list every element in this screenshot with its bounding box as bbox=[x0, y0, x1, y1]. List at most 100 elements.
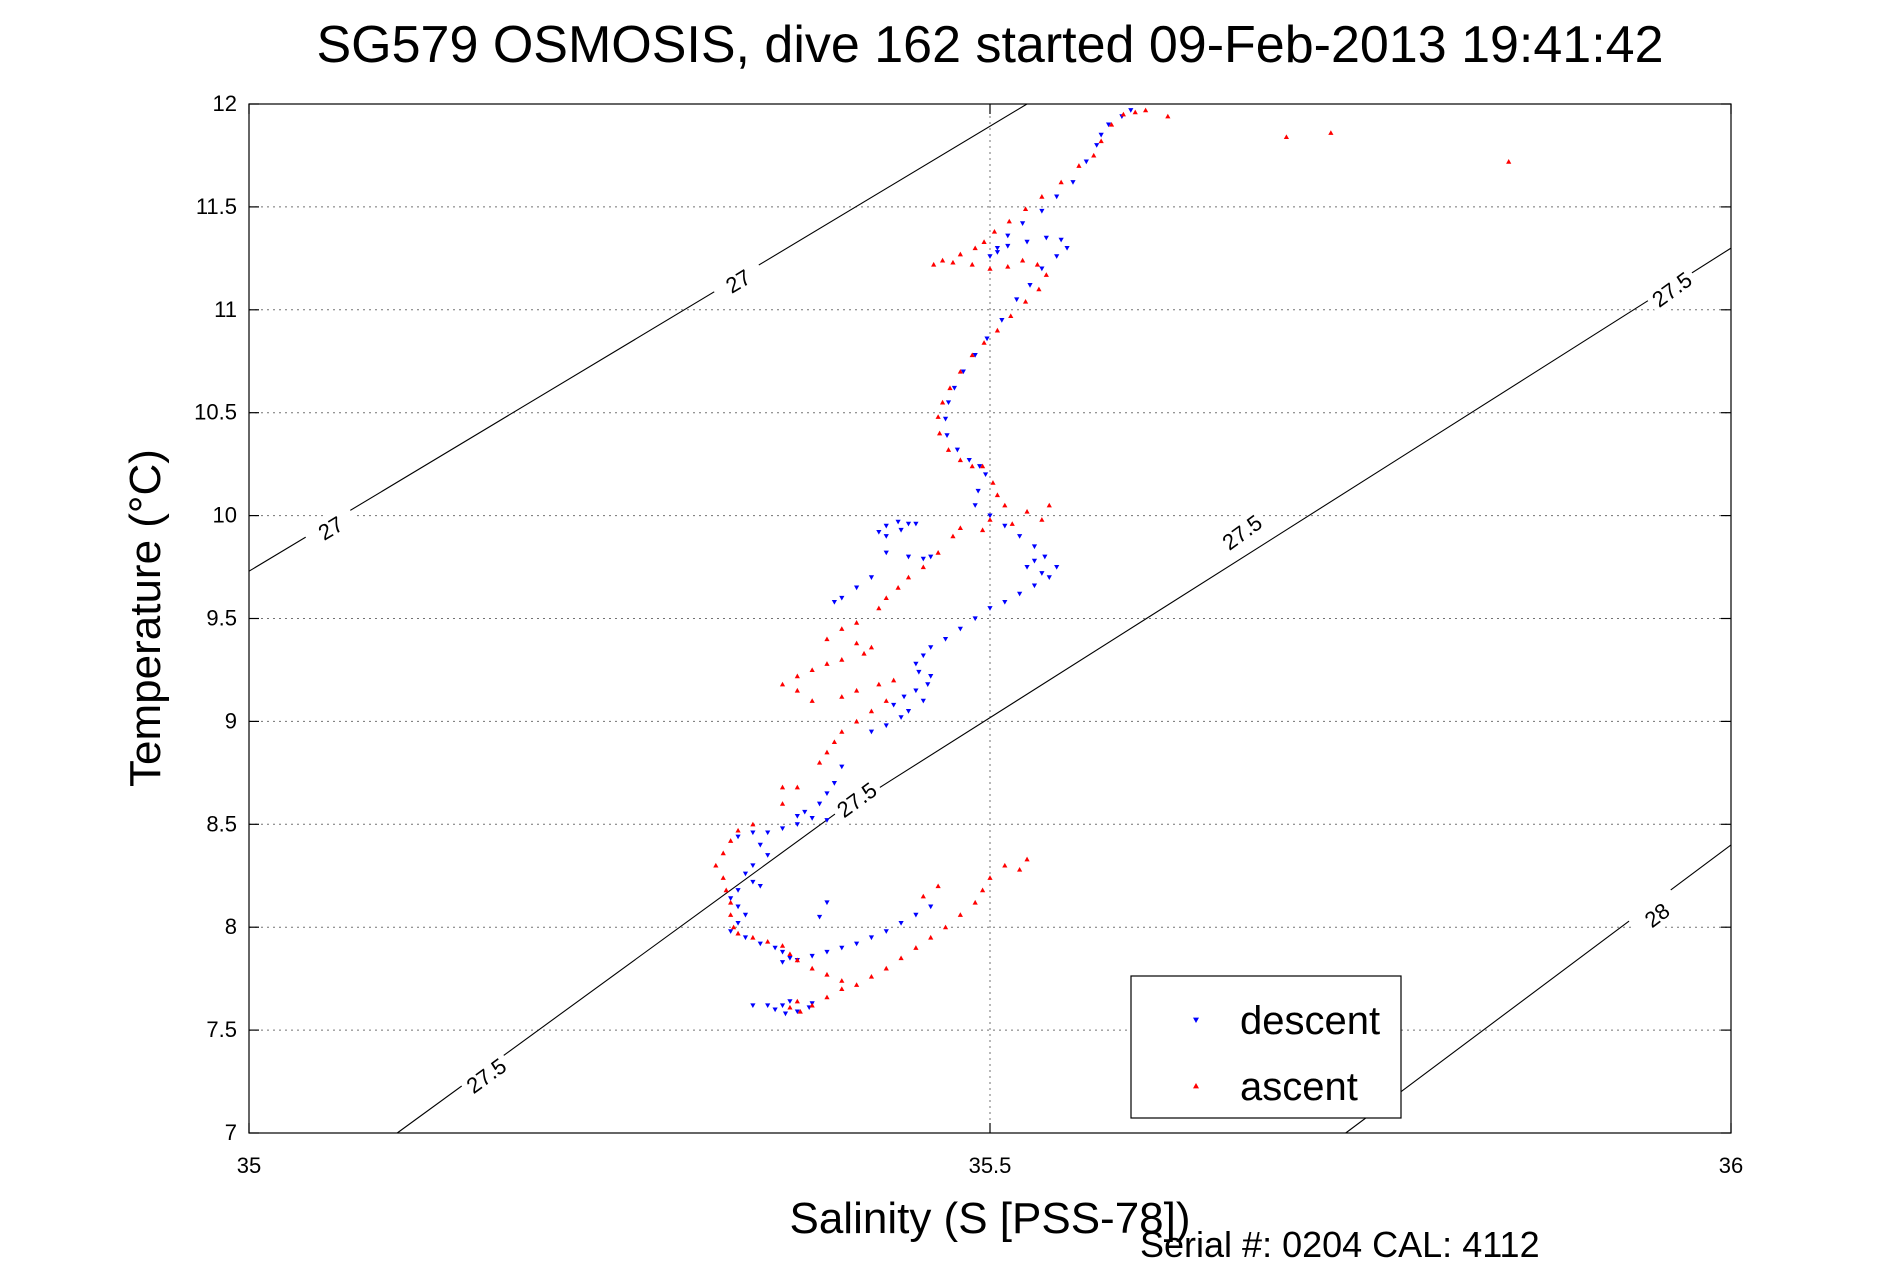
ascent-point bbox=[794, 784, 800, 790]
descent-point bbox=[1020, 221, 1026, 226]
descent-point bbox=[876, 529, 882, 535]
descent-point bbox=[920, 653, 926, 659]
descent-point bbox=[1005, 243, 1011, 249]
descent-point bbox=[824, 818, 830, 823]
descent-point bbox=[757, 941, 763, 947]
descent-point bbox=[824, 949, 830, 955]
contour-label-bg bbox=[708, 255, 768, 307]
descent-point bbox=[883, 723, 889, 729]
contour-label-bg bbox=[456, 1048, 516, 1103]
ascent-point bbox=[898, 955, 904, 961]
descent-point bbox=[928, 904, 934, 910]
ascent-point bbox=[854, 620, 860, 625]
descent-point bbox=[1002, 599, 1008, 605]
descent-point bbox=[960, 369, 966, 375]
descent-point bbox=[765, 853, 771, 858]
descent-point bbox=[1039, 571, 1045, 576]
descent-point bbox=[1031, 558, 1038, 564]
descent-point bbox=[735, 834, 741, 840]
ascent-point bbox=[839, 729, 845, 734]
descent-point bbox=[920, 556, 926, 562]
ascent-point bbox=[935, 883, 941, 889]
ascent-point bbox=[809, 1002, 815, 1008]
descent-point bbox=[954, 447, 960, 453]
descent-point bbox=[854, 585, 860, 591]
ascent-point bbox=[1076, 163, 1082, 168]
ascent-point bbox=[972, 245, 978, 251]
contour-label-bg bbox=[1627, 888, 1687, 942]
ascent-point bbox=[957, 368, 963, 374]
descent-point bbox=[905, 521, 912, 527]
ascent-point bbox=[1002, 502, 1008, 508]
descent-point bbox=[742, 935, 749, 941]
ascent-point bbox=[824, 636, 830, 642]
ascent-point bbox=[1132, 109, 1138, 115]
descent-point bbox=[987, 254, 993, 259]
ascent-point bbox=[824, 971, 830, 977]
ascent-point bbox=[1043, 272, 1049, 277]
ascent-point bbox=[854, 687, 860, 693]
ascent-point bbox=[735, 930, 741, 936]
legend-descent-marker bbox=[1193, 1017, 1199, 1023]
ascent-point bbox=[794, 673, 800, 679]
y-tick-label: 8.5 bbox=[206, 811, 237, 836]
contour-label-bg bbox=[1642, 262, 1701, 316]
descent-point bbox=[994, 245, 1001, 251]
ascent-point bbox=[765, 939, 771, 944]
ascent-point bbox=[1058, 179, 1064, 185]
descent-point bbox=[854, 941, 860, 947]
descent-point bbox=[1054, 194, 1060, 200]
grid-layer bbox=[249, 104, 1731, 1133]
descent-point bbox=[794, 813, 800, 819]
descent-point bbox=[994, 250, 1001, 255]
descent-point bbox=[883, 523, 889, 529]
descent-point bbox=[1070, 180, 1076, 185]
ascent-point bbox=[1020, 257, 1026, 263]
descent-point bbox=[809, 953, 815, 959]
ascent-point bbox=[990, 480, 996, 485]
chart-title: SG579 OSMOSIS, dive 162 started 09-Feb-2… bbox=[316, 16, 1663, 74]
descent-point bbox=[794, 1009, 800, 1015]
descent-point bbox=[839, 595, 845, 601]
axis-ticks: 7 7.5 8 8.5 9 9.5 10 10.5 11 11.5 12 35 35.5 36 bbox=[194, 91, 1743, 1178]
legend-ascent-label: ascent bbox=[1240, 1065, 1358, 1109]
ascent-point bbox=[1024, 856, 1030, 862]
ascent-point bbox=[1165, 113, 1171, 119]
ascent-point bbox=[969, 463, 975, 469]
ascent-point bbox=[876, 605, 882, 611]
ascent-point bbox=[720, 850, 726, 856]
y-axis-label: Temperature (°C) bbox=[121, 449, 170, 787]
descent-point bbox=[765, 1003, 771, 1009]
contour-label-bg bbox=[301, 502, 361, 554]
ascent-point bbox=[972, 899, 978, 905]
ascent-point bbox=[937, 430, 943, 436]
descent-point bbox=[945, 400, 952, 406]
ascent-point bbox=[991, 228, 998, 234]
contour-line-27-5 bbox=[863, 247, 1732, 798]
ascent-point bbox=[935, 414, 941, 419]
descent-point bbox=[883, 929, 889, 934]
ascent-point bbox=[1120, 111, 1126, 117]
ascent-point bbox=[981, 340, 987, 345]
ascent-point bbox=[854, 640, 860, 646]
ascent-point bbox=[1008, 313, 1014, 319]
descent-series bbox=[728, 108, 1134, 1017]
descent-point bbox=[920, 698, 926, 704]
ascent-point bbox=[891, 677, 897, 683]
descent-point bbox=[824, 791, 830, 797]
descent-point bbox=[942, 416, 949, 422]
descent-point bbox=[898, 715, 904, 720]
ascent-point bbox=[939, 257, 946, 263]
ascent-point bbox=[868, 708, 875, 714]
ascent-point bbox=[920, 564, 926, 570]
descent-point bbox=[1046, 575, 1052, 580]
descent-point bbox=[1002, 523, 1008, 529]
ascent-point bbox=[797, 1008, 803, 1014]
ascent-point bbox=[1046, 502, 1052, 508]
ascent-point bbox=[1009, 521, 1015, 526]
descent-point bbox=[868, 935, 875, 941]
ascent-point bbox=[728, 912, 734, 917]
ascent-point bbox=[1143, 107, 1149, 113]
legend-descent-label: descent bbox=[1240, 999, 1380, 1043]
contour-label-bg bbox=[1212, 505, 1272, 559]
